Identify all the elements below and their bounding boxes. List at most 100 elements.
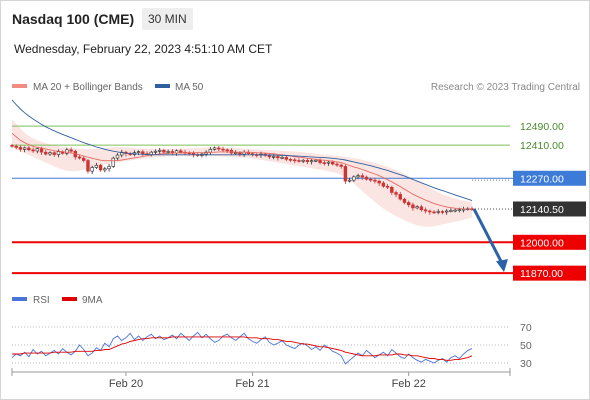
level-label: 12490.00 <box>520 121 564 133</box>
rsi-line <box>11 331 473 365</box>
candle-body <box>339 164 343 167</box>
candle-body <box>238 152 242 155</box>
candle-body <box>322 162 326 164</box>
candle-body <box>149 151 153 155</box>
candle-body <box>18 147 23 150</box>
candle-body <box>331 161 335 165</box>
candle-body <box>444 210 449 213</box>
interval-badge[interactable]: 30 MIN <box>142 8 193 30</box>
level-label: 12270.00 <box>520 173 564 185</box>
time-axis-label: Feb 21 <box>235 378 269 390</box>
legend-swatch-ma20 <box>12 84 27 88</box>
candle-body <box>394 192 398 195</box>
candle-body <box>318 159 322 163</box>
ma50-line <box>11 99 473 202</box>
instrument-title: Nasdaq 100 (CME) <box>12 11 135 27</box>
candle-body <box>52 152 56 155</box>
candle-body <box>271 156 276 158</box>
candle-body <box>352 176 356 181</box>
candle-body <box>360 175 364 178</box>
candle-body <box>31 149 35 152</box>
legend-swatch-rsi <box>12 297 27 301</box>
legend-label-ma50: MA 50 <box>175 82 204 93</box>
candle-body <box>432 211 436 214</box>
candle-body <box>373 179 377 182</box>
candle-body <box>217 147 221 150</box>
candle-body <box>233 152 238 154</box>
level-tag-pivot <box>513 170 586 186</box>
candle-body <box>343 166 348 182</box>
candle-body <box>288 158 293 161</box>
candle-body <box>14 145 18 148</box>
candle-body <box>398 194 402 200</box>
level-tag-support <box>513 234 586 250</box>
candle-body <box>309 160 314 163</box>
candle-body <box>305 159 310 162</box>
legend-swatch-ma50 <box>155 84 170 88</box>
level-label: 12140.50 <box>520 204 564 216</box>
candle-body <box>111 157 115 167</box>
rsi-legend: RSI 9MA <box>12 295 103 306</box>
candle-body <box>419 206 424 211</box>
forecast-arrow-shaft <box>472 208 505 266</box>
level-label: 11870.00 <box>520 268 563 280</box>
rsi-9ma-line <box>12 336 473 361</box>
level-label: 12000.00 <box>520 237 564 249</box>
candle-body <box>136 151 141 154</box>
candle-body <box>356 175 360 178</box>
time-axis: Feb 20 Feb 21 Feb 22 <box>11 368 511 390</box>
candle-body <box>98 164 103 171</box>
candle-body <box>440 211 445 213</box>
candle-body <box>221 148 225 151</box>
candle-body <box>77 156 82 159</box>
credit-text: Research © 2023 Trading Central <box>431 82 580 93</box>
candle-body <box>406 202 411 206</box>
candle-body <box>141 151 145 154</box>
legend: MA 20 + Bollinger Bands MA 50 Research ©… <box>12 82 580 93</box>
candle-body <box>56 151 61 155</box>
legend-swatch-9ma <box>62 297 77 301</box>
candle-body <box>385 186 390 188</box>
candle-body <box>453 209 457 212</box>
candle-body <box>293 159 297 162</box>
candle-body <box>390 186 394 193</box>
rsi-chart: 70 50 30 <box>11 322 532 370</box>
candle-body <box>82 157 86 161</box>
candle-body <box>402 198 407 203</box>
candle-body <box>44 151 48 155</box>
candle-body <box>153 150 158 153</box>
rsi-tick-label: 30 <box>520 358 532 370</box>
candle-body <box>449 210 453 212</box>
candle-body <box>86 160 90 172</box>
candle-body <box>65 149 69 154</box>
candle-body <box>166 151 170 153</box>
legend-label-ma20: MA 20 + Bollinger Bands <box>33 82 143 93</box>
candle-body <box>10 145 14 147</box>
candle-body <box>39 148 44 153</box>
level-tag-support <box>513 265 586 281</box>
bollinger-band <box>12 119 472 227</box>
legend-label-9ma: 9MA <box>82 295 103 306</box>
candle-body <box>301 159 305 162</box>
candle-body <box>191 152 196 155</box>
time-axis-label: Feb 20 <box>109 378 143 390</box>
candle-body <box>162 149 166 153</box>
candle-body <box>94 164 99 168</box>
candle-body <box>90 167 94 172</box>
candle-body <box>347 179 352 182</box>
candle-body <box>212 147 217 150</box>
candle-body <box>267 155 272 158</box>
candle-body <box>69 149 73 152</box>
candle-body <box>436 211 440 213</box>
ma20-line <box>11 132 472 210</box>
rsi-tick-label: 70 <box>520 322 532 334</box>
candle-body <box>377 180 381 184</box>
candle-body <box>369 178 373 181</box>
legend-label-rsi: RSI <box>33 295 50 306</box>
datetime-label: Wednesday, February 22, 2023 4:51:10 AM … <box>14 42 273 56</box>
level-tag-last <box>513 201 586 217</box>
candle-body <box>411 204 415 209</box>
candle-body <box>208 149 213 153</box>
forecast-arrow-head <box>496 259 508 273</box>
